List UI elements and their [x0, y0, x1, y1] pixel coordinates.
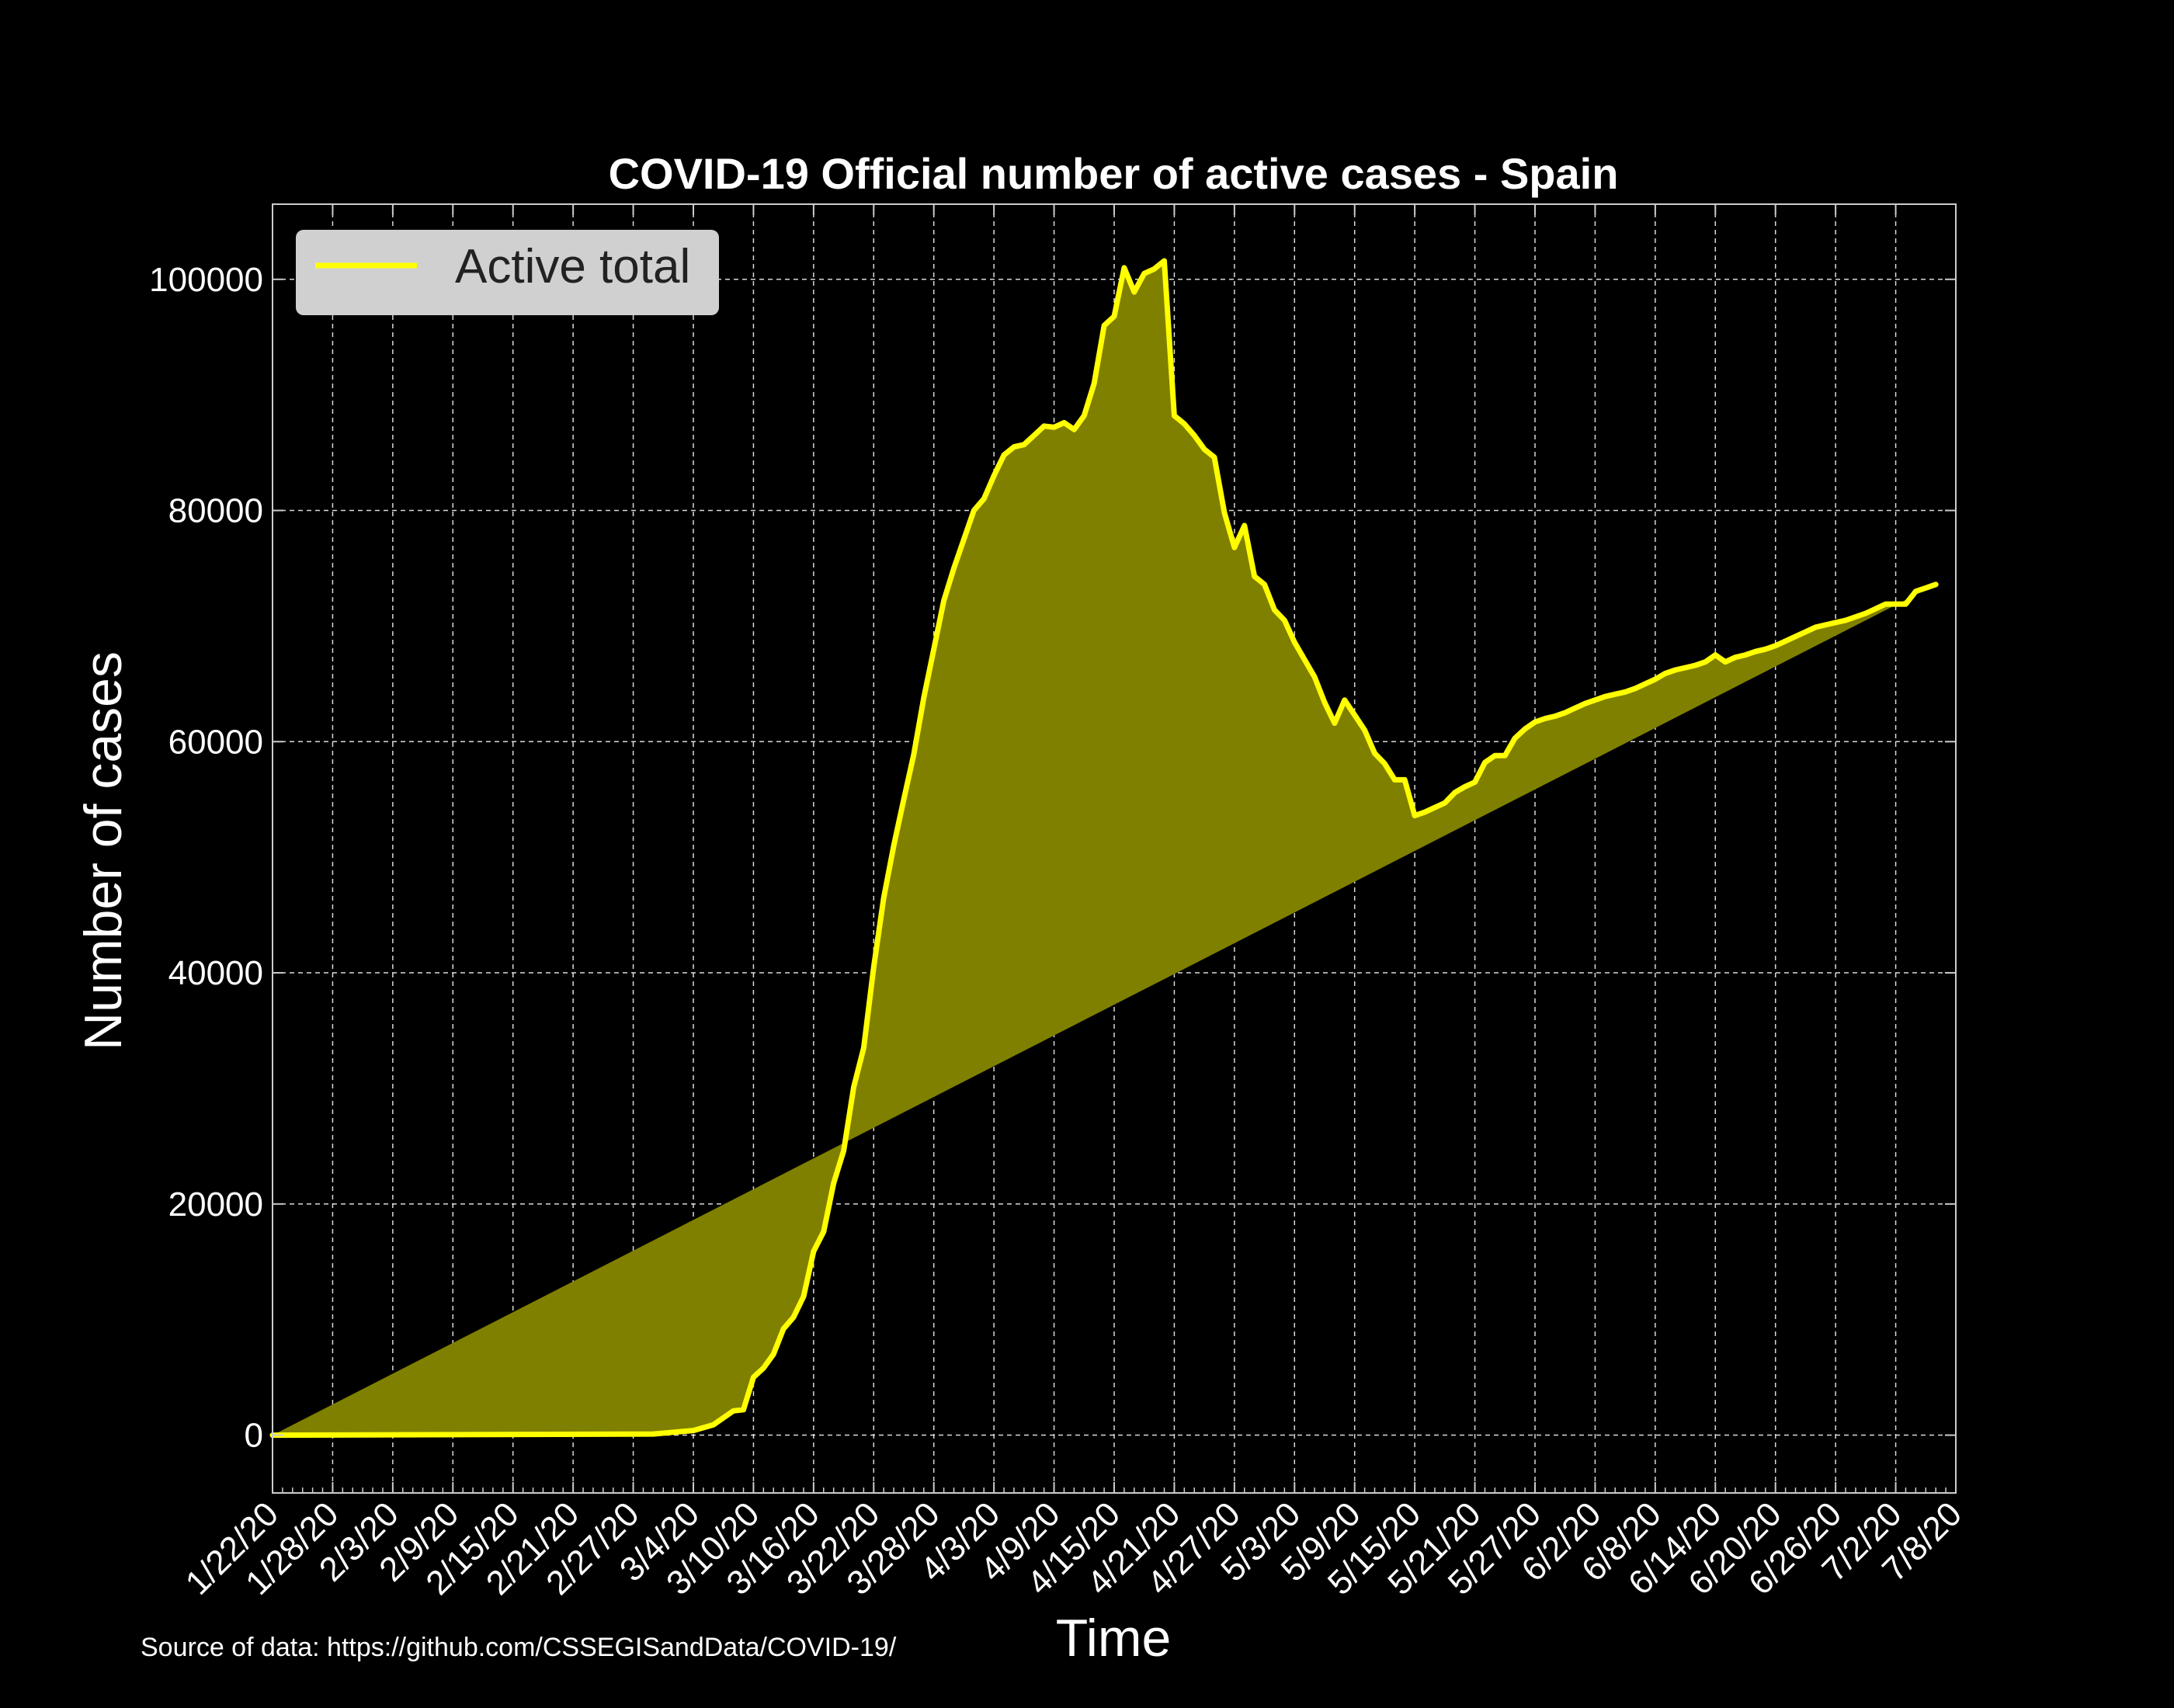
legend: Active total: [296, 230, 719, 315]
axis-ticks: [272, 204, 1957, 1493]
y-tick-label: 20000: [168, 1186, 263, 1224]
data-source-note: Source of data: https://github.com/CSSEG…: [141, 1633, 897, 1662]
x-tick-labels: 1/22/201/28/202/3/202/9/202/15/202/21/20…: [179, 1494, 1969, 1602]
legend-label: Active total: [455, 240, 690, 293]
x-axis-label: Time: [1056, 1609, 1172, 1668]
y-tick-label: 100000: [149, 261, 263, 299]
y-tick-label: 40000: [168, 954, 263, 992]
y-tick-label: 80000: [168, 492, 263, 530]
y-axis-label: Number of cases: [74, 651, 133, 1050]
active-cases-line: [269, 258, 1939, 1439]
y-tick-label: 0: [245, 1417, 263, 1455]
plot-area: [269, 203, 1957, 1494]
active-cases-area: [273, 261, 1936, 1435]
legend-box: [296, 230, 719, 315]
y-tick-label: 60000: [168, 723, 263, 761]
chart-title: COVID-19 Official number of active cases…: [609, 149, 1619, 198]
y-tick-labels: 0 20000 40000 60000 80000 100000: [149, 261, 263, 1455]
